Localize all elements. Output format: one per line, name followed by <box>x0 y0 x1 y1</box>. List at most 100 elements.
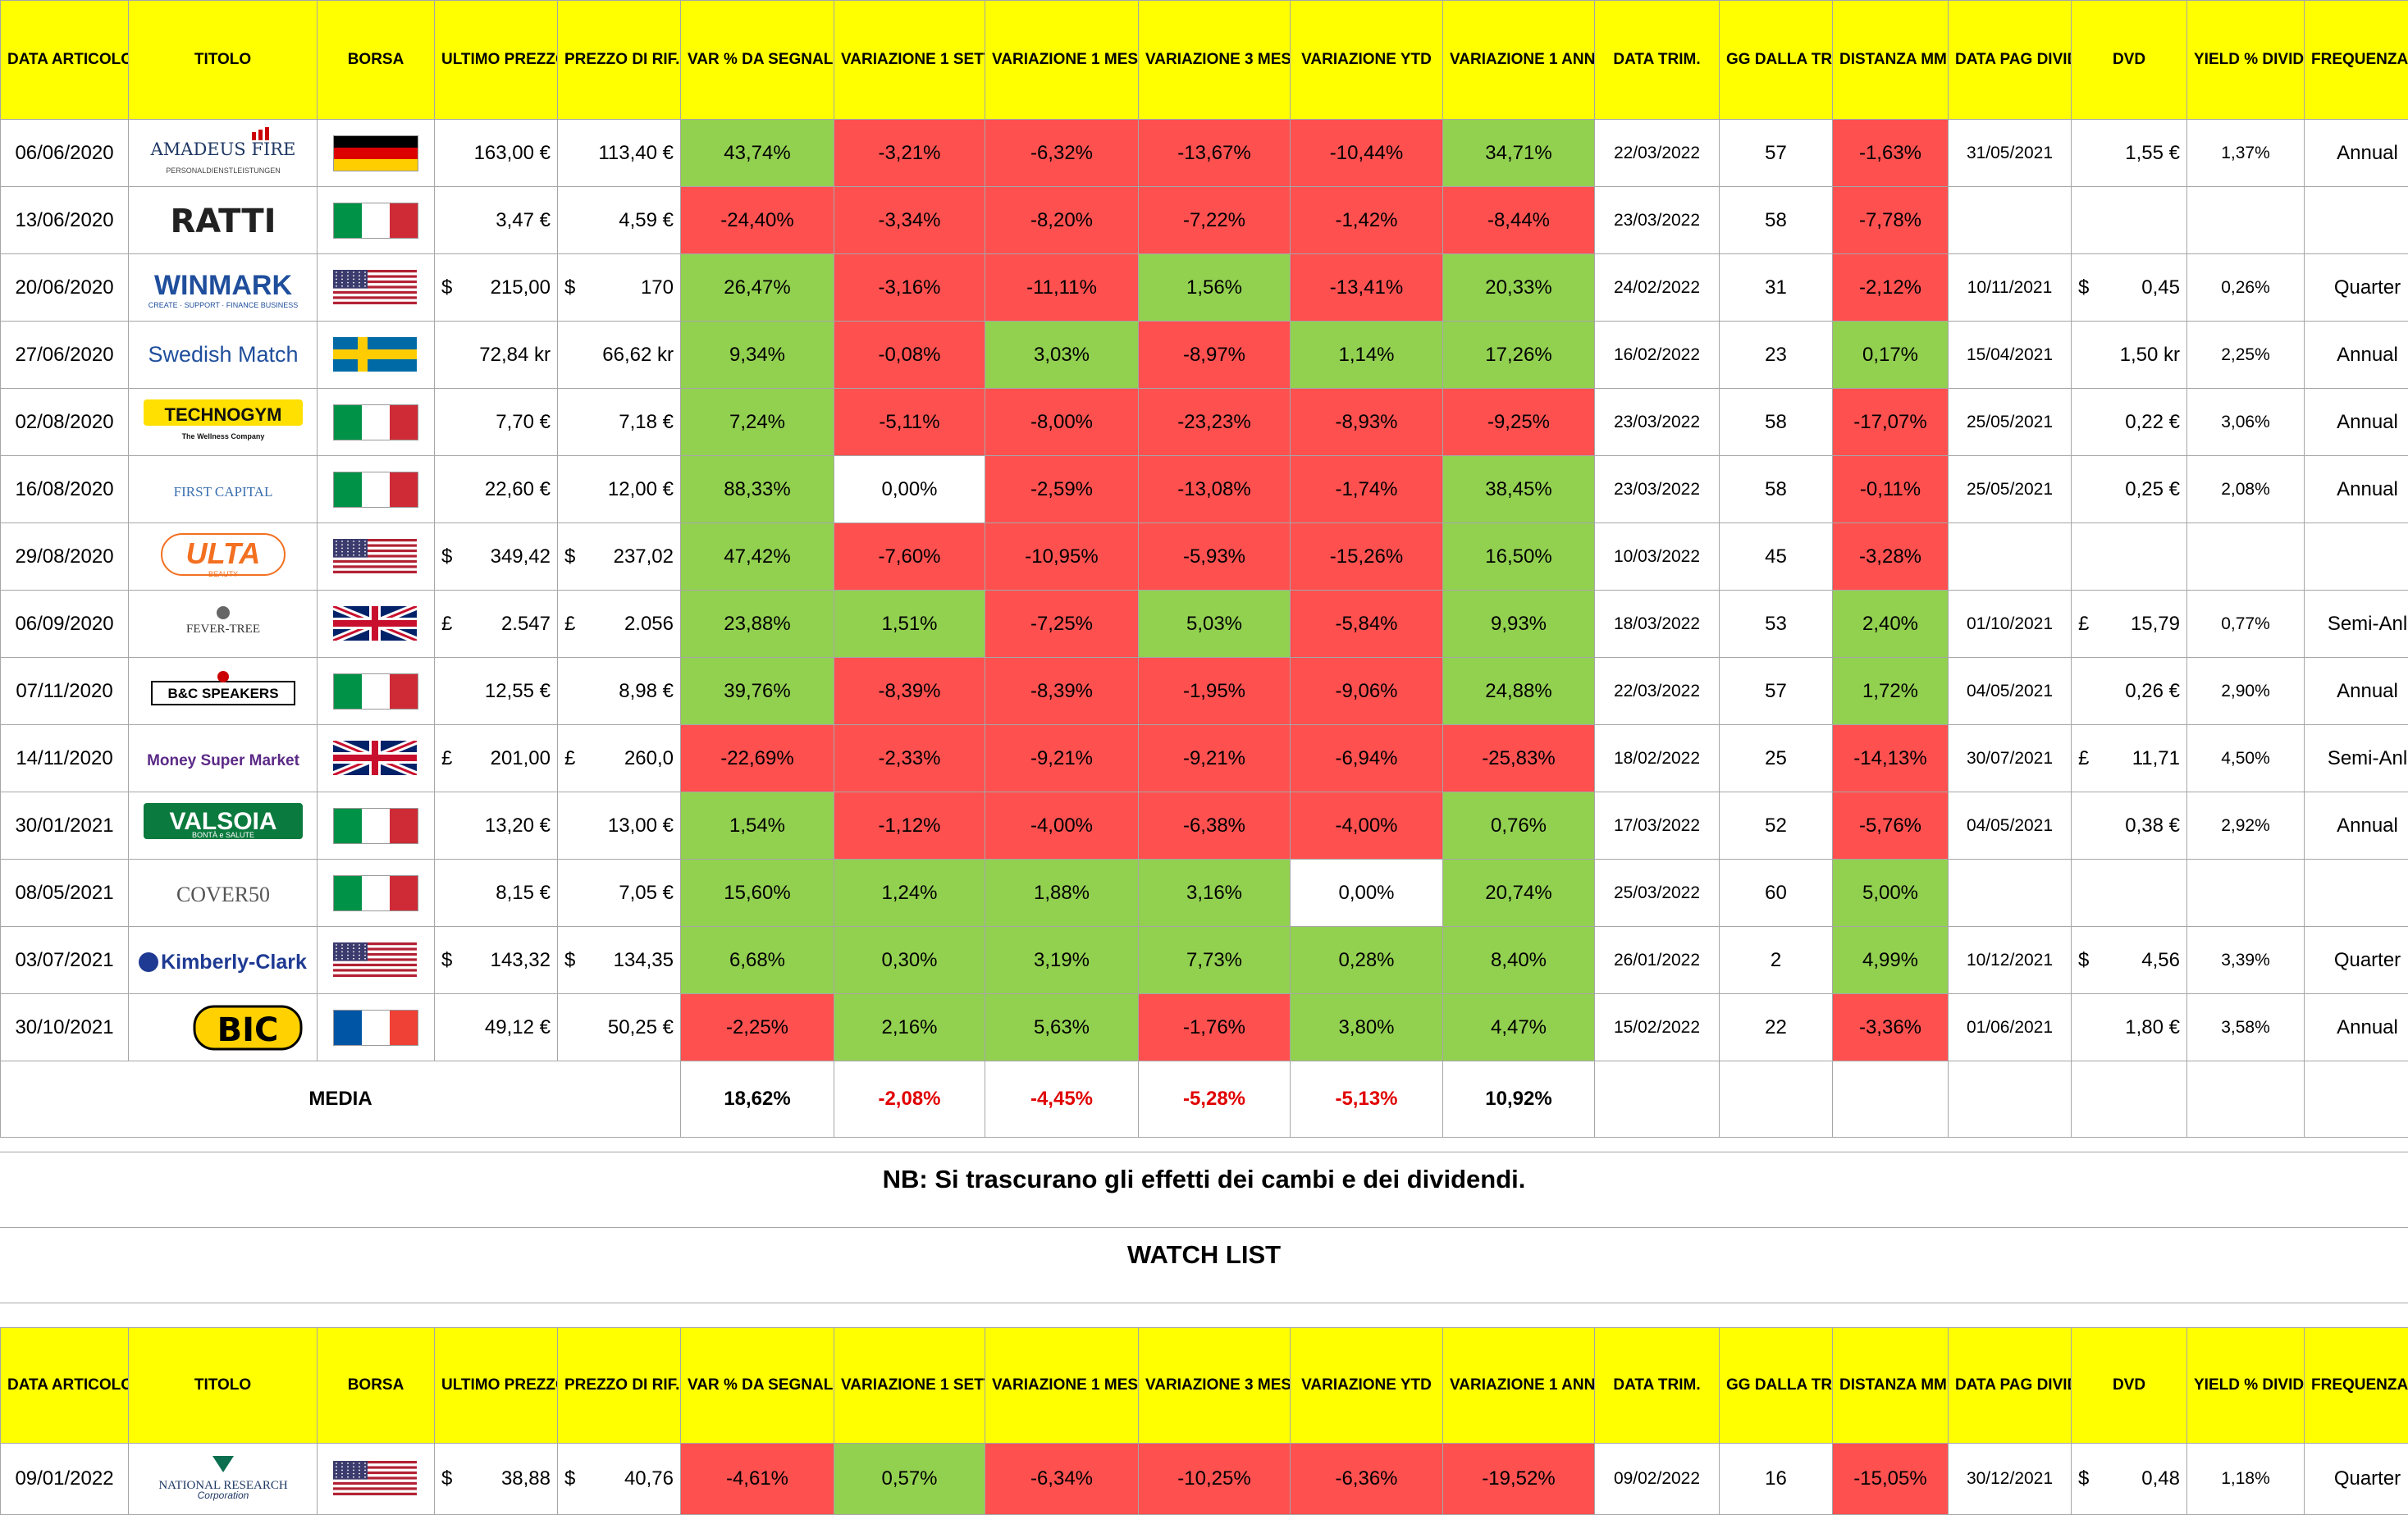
cell-text: -6,94% <box>1335 747 1397 769</box>
logo-text: Swedish Match <box>148 342 298 367</box>
company-logo-cell: FEVER-TREE <box>129 591 318 658</box>
amount: 170 <box>641 276 674 299</box>
dividend-pay-date: 30/12/2021 <box>1949 1444 2072 1515</box>
distance-mm200: 2,40% <box>1833 591 1949 658</box>
change-1-month: -7,25% <box>985 591 1139 658</box>
column-header: FREQUENZA DVD <box>2305 1 2408 120</box>
logo-text: WINMARK <box>153 270 292 301</box>
cell-text: 1,72% <box>1862 680 1918 702</box>
var-since-signal: 88,33% <box>681 456 834 523</box>
amount: 201,00 <box>491 747 551 770</box>
article-date: 13/06/2020 <box>1 187 129 254</box>
amount: 215,00 <box>491 276 551 299</box>
quarter-date: 22/03/2022 <box>1595 658 1720 725</box>
cell-text: 30/01/2021 <box>15 815 113 837</box>
change-1-week: -2,33% <box>834 725 985 792</box>
last-price: 8,15 € <box>435 860 558 927</box>
cell-text: Quarter <box>2334 1467 2401 1490</box>
logo-text: FEVER-TREE <box>186 623 260 636</box>
change-ytd: 1,14% <box>1291 322 1443 389</box>
cell-text: 06/09/2020 <box>15 613 113 635</box>
change-ytd: -1,74% <box>1291 456 1443 523</box>
cell-text: -7,22% <box>1183 209 1245 231</box>
cell-text: -7,25% <box>1030 613 1093 635</box>
cell-text: -9,21% <box>1030 747 1093 769</box>
dividend-yield: 4,50% <box>2187 725 2305 792</box>
dividend <box>2072 523 2187 591</box>
cell-text: 22 <box>1765 1016 1787 1038</box>
cell-text: 49,12 € <box>485 1016 551 1038</box>
article-date: 06/09/2020 <box>1 591 129 658</box>
change-1-week: 0,00% <box>834 456 985 523</box>
change-1-week: -3,16% <box>834 254 985 322</box>
cell-text: 7,05 € <box>619 882 674 904</box>
article-date: 16/08/2020 <box>1 456 129 523</box>
currency-symbol: $ <box>441 545 452 568</box>
amount: 11,71 <box>2132 747 2180 770</box>
cell-text: 15,60% <box>724 882 790 904</box>
exchange-flag-cell <box>318 254 435 322</box>
cell-text: -6,38% <box>1183 815 1245 837</box>
change-ytd: -15,26% <box>1291 523 1443 591</box>
cell-text: 1,56% <box>1186 276 1242 299</box>
cell-text: -4,45% <box>1030 1088 1093 1110</box>
cell-text: 0,28% <box>1338 949 1394 971</box>
distance-mm200: -5,76% <box>1833 792 1949 860</box>
cell-text: 2 <box>1771 949 1781 971</box>
exchange-flag-cell <box>318 591 435 658</box>
currency-symbol: $ <box>441 949 452 972</box>
days-since-quarter: 58 <box>1720 389 1833 456</box>
cell-text: DATA PAG DIVIDENDO <box>1955 1376 2072 1394</box>
change-ytd: -8,93% <box>1291 389 1443 456</box>
currency-symbol: $ <box>441 1467 452 1490</box>
cell-text: -15,26% <box>1330 545 1403 568</box>
dividend: 0,26 € <box>2072 658 2187 725</box>
cell-text: -7,60% <box>878 545 940 568</box>
article-date: 07/11/2020 <box>1 658 129 725</box>
cell-text: -3,28% <box>1859 545 1921 568</box>
change-1-week: -7,60% <box>834 523 985 591</box>
column-header: FREQUENZA DVD <box>2305 1328 2408 1444</box>
var-since-signal: -2,25% <box>681 994 834 1061</box>
us-flag <box>333 942 418 979</box>
cell-text: VARIAZIONE 1 ANNO <box>1450 51 1595 68</box>
dividend-frequency <box>2305 523 2408 591</box>
dividend-pay-date: 30/07/2021 <box>1949 725 2072 792</box>
dividend-frequency: Semi-Anl <box>2305 725 2408 792</box>
dividend-frequency: Annual <box>2305 322 2408 389</box>
dividend-frequency: Quarter <box>2305 927 2408 994</box>
cell-text: 26/01/2022 <box>1614 951 1700 970</box>
cell-text: 8,40% <box>1491 949 1547 971</box>
cell-text: 22,60 € <box>485 478 551 500</box>
last-price: 163,00 € <box>435 120 558 187</box>
change-1-year: -9,25% <box>1443 389 1595 456</box>
days-since-quarter: 57 <box>1720 120 1833 187</box>
cell-text: VARIAZIONE YTD <box>1301 1376 1432 1394</box>
exchange-flag-cell <box>318 1444 435 1515</box>
cell-text: 34,71% <box>1485 142 1551 164</box>
cell-text: -6,32% <box>1030 142 1093 164</box>
cell-text: 31/05/2021 <box>1967 144 2053 162</box>
uk-flag <box>333 606 418 642</box>
cell-text: 113,40 € <box>598 142 674 164</box>
amount: 38,88 <box>501 1467 551 1490</box>
cell-text: 10/03/2022 <box>1614 547 1700 566</box>
currency-symbol: £ <box>2078 747 2089 770</box>
cell-text: Annual <box>2337 344 2398 366</box>
average-label: MEDIA <box>1 1061 681 1138</box>
cell-text: 16/08/2020 <box>15 478 113 500</box>
last-price: £201,00 <box>435 725 558 792</box>
cell-text: 10/11/2021 <box>1967 278 2053 297</box>
dividend-pay-date <box>1949 523 2072 591</box>
cell-text: 0,00% <box>1338 882 1394 904</box>
cell-text: DATA ARTICOLO <box>7 51 129 68</box>
column-header: DATA TRIM. <box>1595 1328 1720 1444</box>
last-price: 72,84 kr <box>435 322 558 389</box>
change-3-months: 1,56% <box>1139 254 1291 322</box>
cell-text: 17/03/2022 <box>1614 816 1700 835</box>
currency-symbol: $ <box>564 545 575 568</box>
